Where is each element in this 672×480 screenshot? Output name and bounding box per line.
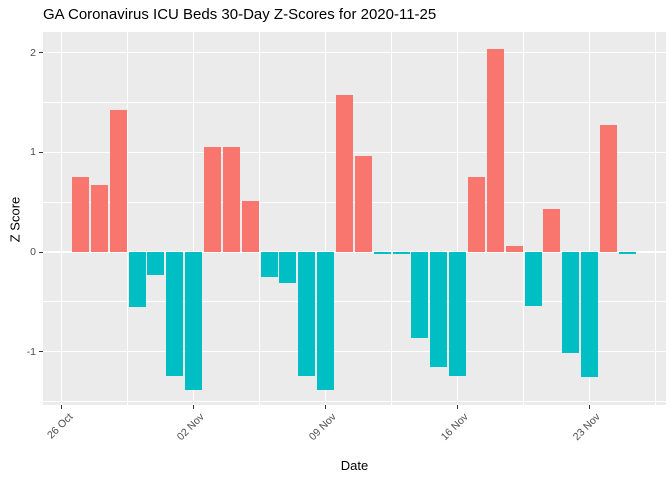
- y-tick-label: -1: [26, 345, 36, 358]
- bar: [109, 109, 127, 252]
- x-tick-mark: [61, 405, 63, 409]
- bar: [90, 185, 108, 252]
- y-tick-label: 1: [30, 146, 36, 159]
- bar: [600, 124, 618, 252]
- bar: [581, 252, 599, 377]
- bar: [166, 252, 184, 376]
- gridline-major-horizontal: [43, 151, 666, 154]
- bar: [222, 147, 240, 252]
- bar: [543, 209, 561, 252]
- x-tick-label: 09 Nov: [307, 411, 340, 444]
- x-tick-mark: [457, 405, 459, 409]
- y-axis-title: Z Score: [7, 196, 23, 243]
- gridline-major-horizontal: [43, 52, 666, 54]
- gridline-minor-vertical: [655, 32, 657, 405]
- y-tick-label: 0: [30, 246, 36, 258]
- chart-title: GA Coronavirus ICU Beds 30-Day Z-Scores …: [43, 6, 437, 23]
- bar: [411, 252, 429, 338]
- gridline-minor-vertical: [127, 32, 129, 405]
- bar: [486, 48, 504, 252]
- bar: [449, 252, 467, 376]
- plot-panel: [43, 32, 666, 405]
- bar: [260, 252, 278, 277]
- gridline-minor-horizontal: [43, 201, 666, 203]
- bar: [430, 252, 448, 367]
- y-tick-mark: [39, 52, 43, 54]
- gridline-minor-horizontal: [43, 401, 666, 402]
- x-axis-title: Date: [340, 458, 369, 473]
- x-tick-label: 23 Nov: [571, 411, 604, 444]
- y-tick-mark: [39, 151, 43, 153]
- gridline-major-vertical: [324, 32, 327, 405]
- x-tick-label: 02 Nov: [175, 411, 208, 444]
- gridline-major-vertical: [588, 32, 591, 405]
- gridline-major-horizontal: [43, 251, 666, 253]
- gridline-minor-horizontal: [43, 301, 666, 303]
- bar: [354, 156, 372, 252]
- bar: [241, 201, 259, 252]
- bar: [618, 252, 636, 254]
- bar: [392, 252, 410, 254]
- x-tick-mark: [325, 405, 327, 409]
- y-tick-label: 2: [30, 46, 36, 59]
- gridline-major-vertical: [61, 32, 63, 405]
- bar: [373, 252, 391, 254]
- bar: [505, 246, 523, 252]
- x-tick-mark: [193, 405, 195, 409]
- bar: [147, 252, 165, 275]
- bar: [204, 147, 222, 252]
- bar: [279, 252, 297, 283]
- bar: [468, 177, 486, 252]
- x-tick-mark: [589, 405, 591, 409]
- bar: [128, 252, 146, 307]
- gridline-minor-vertical: [391, 32, 393, 405]
- y-tick-mark: [39, 251, 43, 253]
- gridline-minor-horizontal: [43, 102, 666, 103]
- bar: [72, 177, 90, 252]
- bar: [298, 252, 316, 376]
- gridline-major-vertical: [456, 32, 459, 405]
- y-tick-mark: [39, 351, 43, 353]
- gridline-minor-vertical: [259, 32, 261, 405]
- bar: [336, 94, 354, 252]
- gridline-minor-vertical: [523, 32, 525, 405]
- gridline-major-horizontal: [43, 350, 666, 353]
- x-tick-label: 16 Nov: [439, 411, 472, 444]
- bar: [317, 252, 335, 391]
- bar: [562, 252, 580, 353]
- gridline-major-vertical: [192, 32, 195, 405]
- bar: [185, 252, 203, 391]
- x-tick-label: 26 Oct: [44, 411, 76, 442]
- bar: [524, 252, 542, 306]
